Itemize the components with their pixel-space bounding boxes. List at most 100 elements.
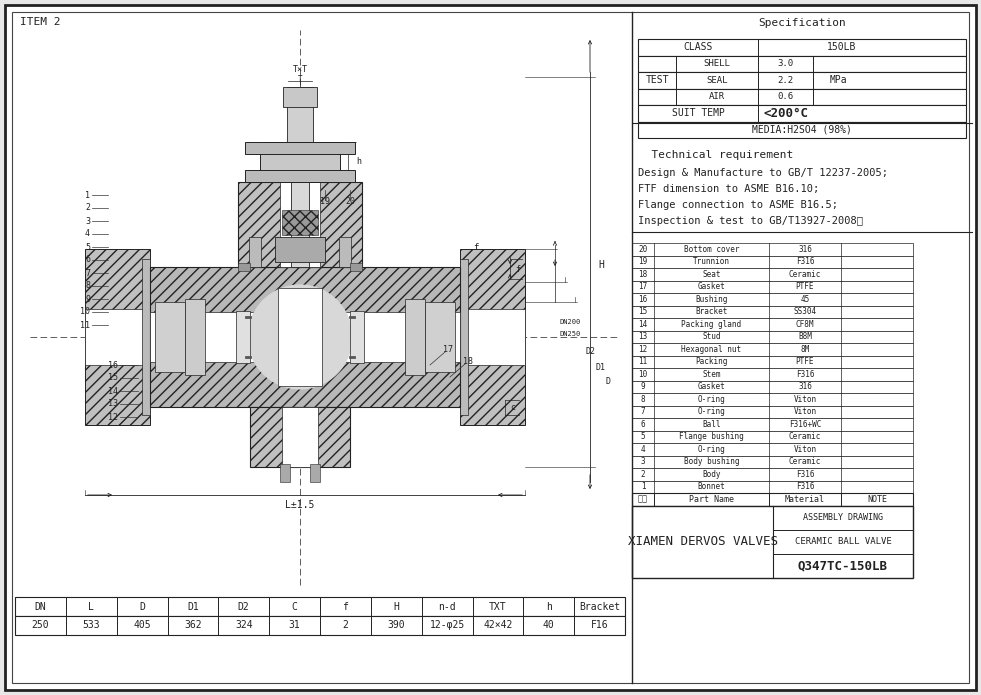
Text: 11: 11 <box>639 357 647 366</box>
Text: 19: 19 <box>639 257 647 266</box>
Bar <box>249 237 261 267</box>
Text: 19: 19 <box>320 197 330 206</box>
Bar <box>245 170 355 182</box>
Text: F316+WC: F316+WC <box>789 420 821 429</box>
Bar <box>460 249 525 425</box>
Text: H: H <box>598 259 604 270</box>
Bar <box>185 299 205 375</box>
Text: DN: DN <box>34 601 46 612</box>
Text: T: T <box>297 74 302 83</box>
Text: TEST: TEST <box>645 75 669 85</box>
Bar <box>632 343 913 356</box>
Bar <box>15 616 625 635</box>
Text: DN250: DN250 <box>560 331 582 337</box>
Text: 16: 16 <box>639 295 647 304</box>
Text: Ball: Ball <box>702 420 721 429</box>
Text: Body: Body <box>702 470 721 479</box>
Bar <box>282 407 318 467</box>
Text: 8: 8 <box>85 281 90 291</box>
Text: MPa: MPa <box>829 75 847 85</box>
Text: 324: 324 <box>234 621 252 630</box>
Text: 31: 31 <box>288 621 300 630</box>
Text: 9: 9 <box>85 295 90 304</box>
Text: D2: D2 <box>585 348 595 357</box>
Text: 250: 250 <box>31 621 49 630</box>
Text: 3: 3 <box>641 457 645 466</box>
Bar <box>632 256 913 268</box>
Bar <box>280 464 290 482</box>
Bar <box>250 407 350 467</box>
Text: O-ring: O-ring <box>697 395 725 404</box>
Text: 13: 13 <box>639 332 647 341</box>
Text: C: C <box>291 601 297 612</box>
Text: SUIT TEMP: SUIT TEMP <box>672 108 724 118</box>
Text: 2.2: 2.2 <box>777 76 794 85</box>
Text: 20: 20 <box>345 197 355 206</box>
Bar <box>155 302 185 372</box>
Bar <box>150 267 460 407</box>
Text: H: H <box>393 601 399 612</box>
Bar <box>287 87 313 142</box>
Text: NOTE: NOTE <box>867 495 887 504</box>
Text: CERAMIC BALL VALVE: CERAMIC BALL VALVE <box>795 537 892 546</box>
Bar <box>632 368 913 380</box>
Text: L±1.5: L±1.5 <box>285 500 315 510</box>
Bar <box>632 468 913 480</box>
Text: PTFE: PTFE <box>796 357 814 366</box>
Bar <box>236 311 250 363</box>
Text: Stud: Stud <box>702 332 721 341</box>
Bar <box>85 309 150 365</box>
Text: F316: F316 <box>796 370 814 379</box>
Bar <box>425 302 455 372</box>
Text: ITEM 2: ITEM 2 <box>20 17 61 27</box>
Text: 40: 40 <box>542 621 554 630</box>
Text: Hexagonal nut: Hexagonal nut <box>682 345 742 354</box>
Bar <box>632 430 913 443</box>
Text: F316: F316 <box>796 257 814 266</box>
Bar <box>238 263 250 271</box>
Text: Technical requirement: Technical requirement <box>638 150 794 160</box>
Text: ASSEMBLY DRAWING: ASSEMBLY DRAWING <box>803 513 883 522</box>
Text: AIR: AIR <box>709 92 725 101</box>
Bar <box>238 182 362 267</box>
Text: Bracket: Bracket <box>579 601 620 612</box>
Bar <box>405 299 425 375</box>
Bar <box>638 105 966 122</box>
Bar <box>291 182 309 267</box>
Text: Bonnet: Bonnet <box>697 482 725 491</box>
Text: 6: 6 <box>641 420 645 429</box>
Bar <box>632 380 913 393</box>
Text: B8M: B8M <box>799 332 812 341</box>
Text: 405: 405 <box>133 621 151 630</box>
Text: Gasket: Gasket <box>697 282 725 291</box>
Text: Packing gland: Packing gland <box>682 320 742 329</box>
Text: Body bushing: Body bushing <box>684 457 740 466</box>
Text: Design & Manufacture to GB/T 12237-2005;: Design & Manufacture to GB/T 12237-2005; <box>638 168 888 178</box>
Text: Specification: Specification <box>758 18 846 28</box>
Text: TXT: TXT <box>490 601 507 612</box>
Text: T×T: T×T <box>292 65 307 74</box>
Text: D: D <box>139 601 145 612</box>
Text: Inspection & test to GB/T13927-2008。: Inspection & test to GB/T13927-2008。 <box>638 216 863 226</box>
Bar <box>632 331 913 343</box>
Bar <box>638 56 966 72</box>
Bar <box>632 418 913 430</box>
Text: Stem: Stem <box>702 370 721 379</box>
Bar <box>638 122 966 138</box>
Text: Trunnion: Trunnion <box>693 257 730 266</box>
Text: CF8M: CF8M <box>796 320 814 329</box>
Text: D: D <box>605 377 610 386</box>
Text: Packing: Packing <box>696 357 728 366</box>
Text: Flange bushing: Flange bushing <box>679 432 744 441</box>
Text: Material: Material <box>785 495 825 504</box>
Text: Ceramic: Ceramic <box>789 457 821 466</box>
Text: 8M: 8M <box>800 345 809 354</box>
Text: D2: D2 <box>237 601 249 612</box>
Text: Bottom cover: Bottom cover <box>684 245 740 254</box>
Text: <200°C: <200°C <box>763 107 808 120</box>
Bar <box>638 39 966 56</box>
Text: Flange connection to ASME B16.5;: Flange connection to ASME B16.5; <box>638 200 838 210</box>
Text: 1: 1 <box>641 482 645 491</box>
Circle shape <box>248 285 352 389</box>
Bar <box>15 597 625 616</box>
